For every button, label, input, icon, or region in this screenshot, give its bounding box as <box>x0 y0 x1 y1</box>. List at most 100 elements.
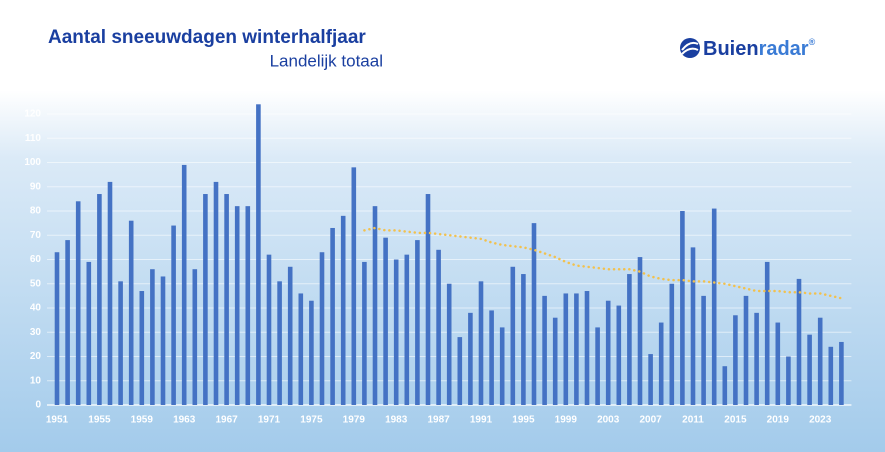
bar <box>743 295 749 405</box>
bar <box>171 225 176 405</box>
bar <box>415 240 420 405</box>
bar <box>531 223 537 405</box>
x-tick-label: 2011 <box>682 415 704 426</box>
chart-title: Aantal sneeuwdagen winterhalfjaar <box>48 27 366 48</box>
bar <box>160 276 166 405</box>
x-tick-label: 2015 <box>724 415 747 426</box>
y-tick-label: 80 <box>30 206 42 217</box>
bar <box>213 181 219 405</box>
bar <box>605 300 611 405</box>
bar <box>637 257 643 405</box>
chart-subtitle: Landelijk totaal <box>270 51 383 70</box>
bar <box>510 266 516 405</box>
bar <box>499 327 505 405</box>
bar <box>436 249 441 405</box>
bar <box>701 295 706 405</box>
x-tick-label: 2019 <box>767 415 790 426</box>
y-tick-label: 50 <box>30 278 42 289</box>
x-tick-label: 1991 <box>470 415 493 426</box>
bar <box>330 227 335 405</box>
bar <box>362 261 367 405</box>
y-tick-label: 90 <box>30 181 42 192</box>
x-tick-label: 1959 <box>131 415 154 426</box>
bar <box>616 305 622 405</box>
logo-part: ® <box>809 37 816 47</box>
y-tick-label: 10 <box>30 375 42 386</box>
x-tick-label: 1983 <box>385 415 408 426</box>
bar <box>75 201 81 405</box>
bar <box>521 274 526 405</box>
logo: Buienradar® <box>680 37 816 60</box>
x-tick-label: 2007 <box>639 415 662 426</box>
bar <box>690 247 696 405</box>
bar <box>245 206 251 405</box>
bar <box>764 261 770 405</box>
bar <box>128 220 134 405</box>
y-tick-label: 120 <box>24 109 41 120</box>
bar <box>340 215 346 405</box>
bar <box>478 281 484 405</box>
x-tick-label: 1975 <box>300 415 323 426</box>
y-tick-label: 40 <box>30 303 42 314</box>
bar <box>839 341 844 405</box>
bar <box>574 293 579 405</box>
y-tick-label: 70 <box>30 230 42 241</box>
bar <box>775 322 781 405</box>
bar <box>595 327 600 405</box>
bar <box>722 366 728 405</box>
bar <box>468 312 473 405</box>
bar <box>139 291 145 405</box>
bar <box>256 104 261 406</box>
bar <box>542 295 547 405</box>
bar <box>319 252 325 405</box>
x-tick-label: 2003 <box>597 415 620 426</box>
bar <box>563 293 569 405</box>
bar <box>97 194 102 405</box>
bar <box>733 315 738 405</box>
bar <box>817 317 823 405</box>
x-tick-label: 1963 <box>173 415 196 426</box>
bar <box>754 312 759 405</box>
bar <box>796 278 802 405</box>
bar <box>457 337 463 405</box>
bar <box>669 283 675 405</box>
y-tick-label: 100 <box>24 157 41 168</box>
x-tick-label: 1995 <box>512 415 535 426</box>
trend-line <box>363 226 843 300</box>
bar <box>203 194 208 405</box>
bar <box>266 254 272 405</box>
x-tick-label: 1971 <box>258 415 281 426</box>
bar <box>224 194 229 405</box>
bar <box>807 334 812 405</box>
bar <box>234 206 240 405</box>
bar <box>786 356 791 405</box>
bar <box>627 274 632 405</box>
y-tick-label: 30 <box>30 327 42 338</box>
bar <box>192 269 198 405</box>
bar <box>446 283 452 405</box>
bar <box>404 254 410 405</box>
bar <box>711 208 717 405</box>
x-tick-label: 1999 <box>555 415 578 426</box>
y-tick-label: 0 <box>35 400 41 411</box>
bar <box>393 259 399 405</box>
bar <box>372 206 378 405</box>
bar <box>648 354 653 405</box>
x-tick-label: 1951 <box>46 415 69 426</box>
bar <box>107 181 113 405</box>
bar <box>298 293 304 405</box>
logo-text: Buienradar® <box>703 37 816 60</box>
bar <box>658 322 664 405</box>
x-tick-label: 1987 <box>427 415 450 426</box>
y-tick-label: 20 <box>30 351 42 362</box>
y-tick-label: 110 <box>25 133 42 144</box>
bar <box>118 281 123 405</box>
bar <box>425 194 431 405</box>
x-tick-label: 2023 <box>809 415 832 426</box>
bar <box>277 281 282 405</box>
bar <box>150 269 155 405</box>
bar <box>383 237 388 405</box>
logo-part: Buien <box>703 38 759 60</box>
bar <box>680 211 685 405</box>
